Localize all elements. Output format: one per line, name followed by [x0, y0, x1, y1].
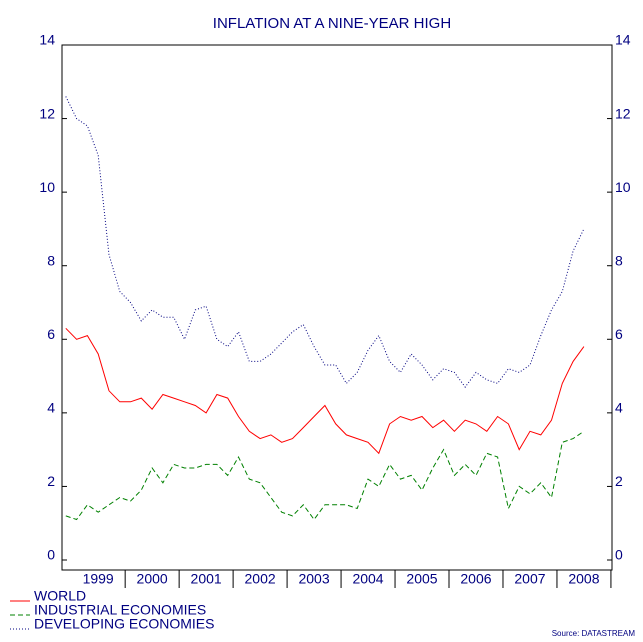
y2-tick-label: 12 [615, 105, 631, 121]
y-tick-label: 0 [47, 547, 55, 563]
y-tick-label: 12 [39, 105, 55, 121]
chart-title: INFLATION AT A NINE-YEAR HIGH [213, 15, 451, 32]
x-tick-label: 2008 [568, 571, 599, 587]
x-tick-label: 2005 [406, 571, 437, 587]
x-tick-label: 2000 [137, 571, 168, 587]
series-line [65, 96, 585, 388]
x-tick-label: 1999 [83, 571, 114, 587]
y-tick-label: 10 [39, 179, 55, 195]
source-note: Source: DATASTREAM [552, 629, 636, 638]
x-tick-label: 2002 [245, 571, 276, 587]
x-tick-label: 2004 [352, 571, 383, 587]
legend-label: WORLD [34, 588, 86, 604]
legend-label: DEVELOPING ECONOMIES [34, 616, 214, 632]
y2-tick-label: 4 [615, 400, 623, 416]
legend-label: INDUSTRIAL ECONOMIES [34, 602, 206, 618]
y2-tick-label: 14 [615, 32, 631, 48]
y2-tick-label: 0 [615, 547, 623, 563]
y2-tick-label: 2 [615, 473, 623, 489]
plot-frame [61, 44, 613, 571]
y-tick-label: 2 [47, 473, 55, 489]
y-tick-label: 6 [47, 326, 55, 342]
x-tick-label: 2001 [191, 571, 222, 587]
y-tick-label: 4 [47, 400, 55, 416]
y-tick-label: 14 [39, 32, 55, 48]
x-tick-label: 2003 [298, 571, 329, 587]
series-line [65, 430, 585, 521]
series-line [65, 327, 585, 455]
y2-tick-label: 6 [615, 326, 623, 342]
x-tick-label: 2006 [460, 571, 491, 587]
x-tick-label: 2007 [514, 571, 545, 587]
y2-tick-label: 8 [615, 252, 623, 268]
y2-tick-label: 10 [615, 179, 631, 195]
y-tick-label: 8 [47, 252, 55, 268]
